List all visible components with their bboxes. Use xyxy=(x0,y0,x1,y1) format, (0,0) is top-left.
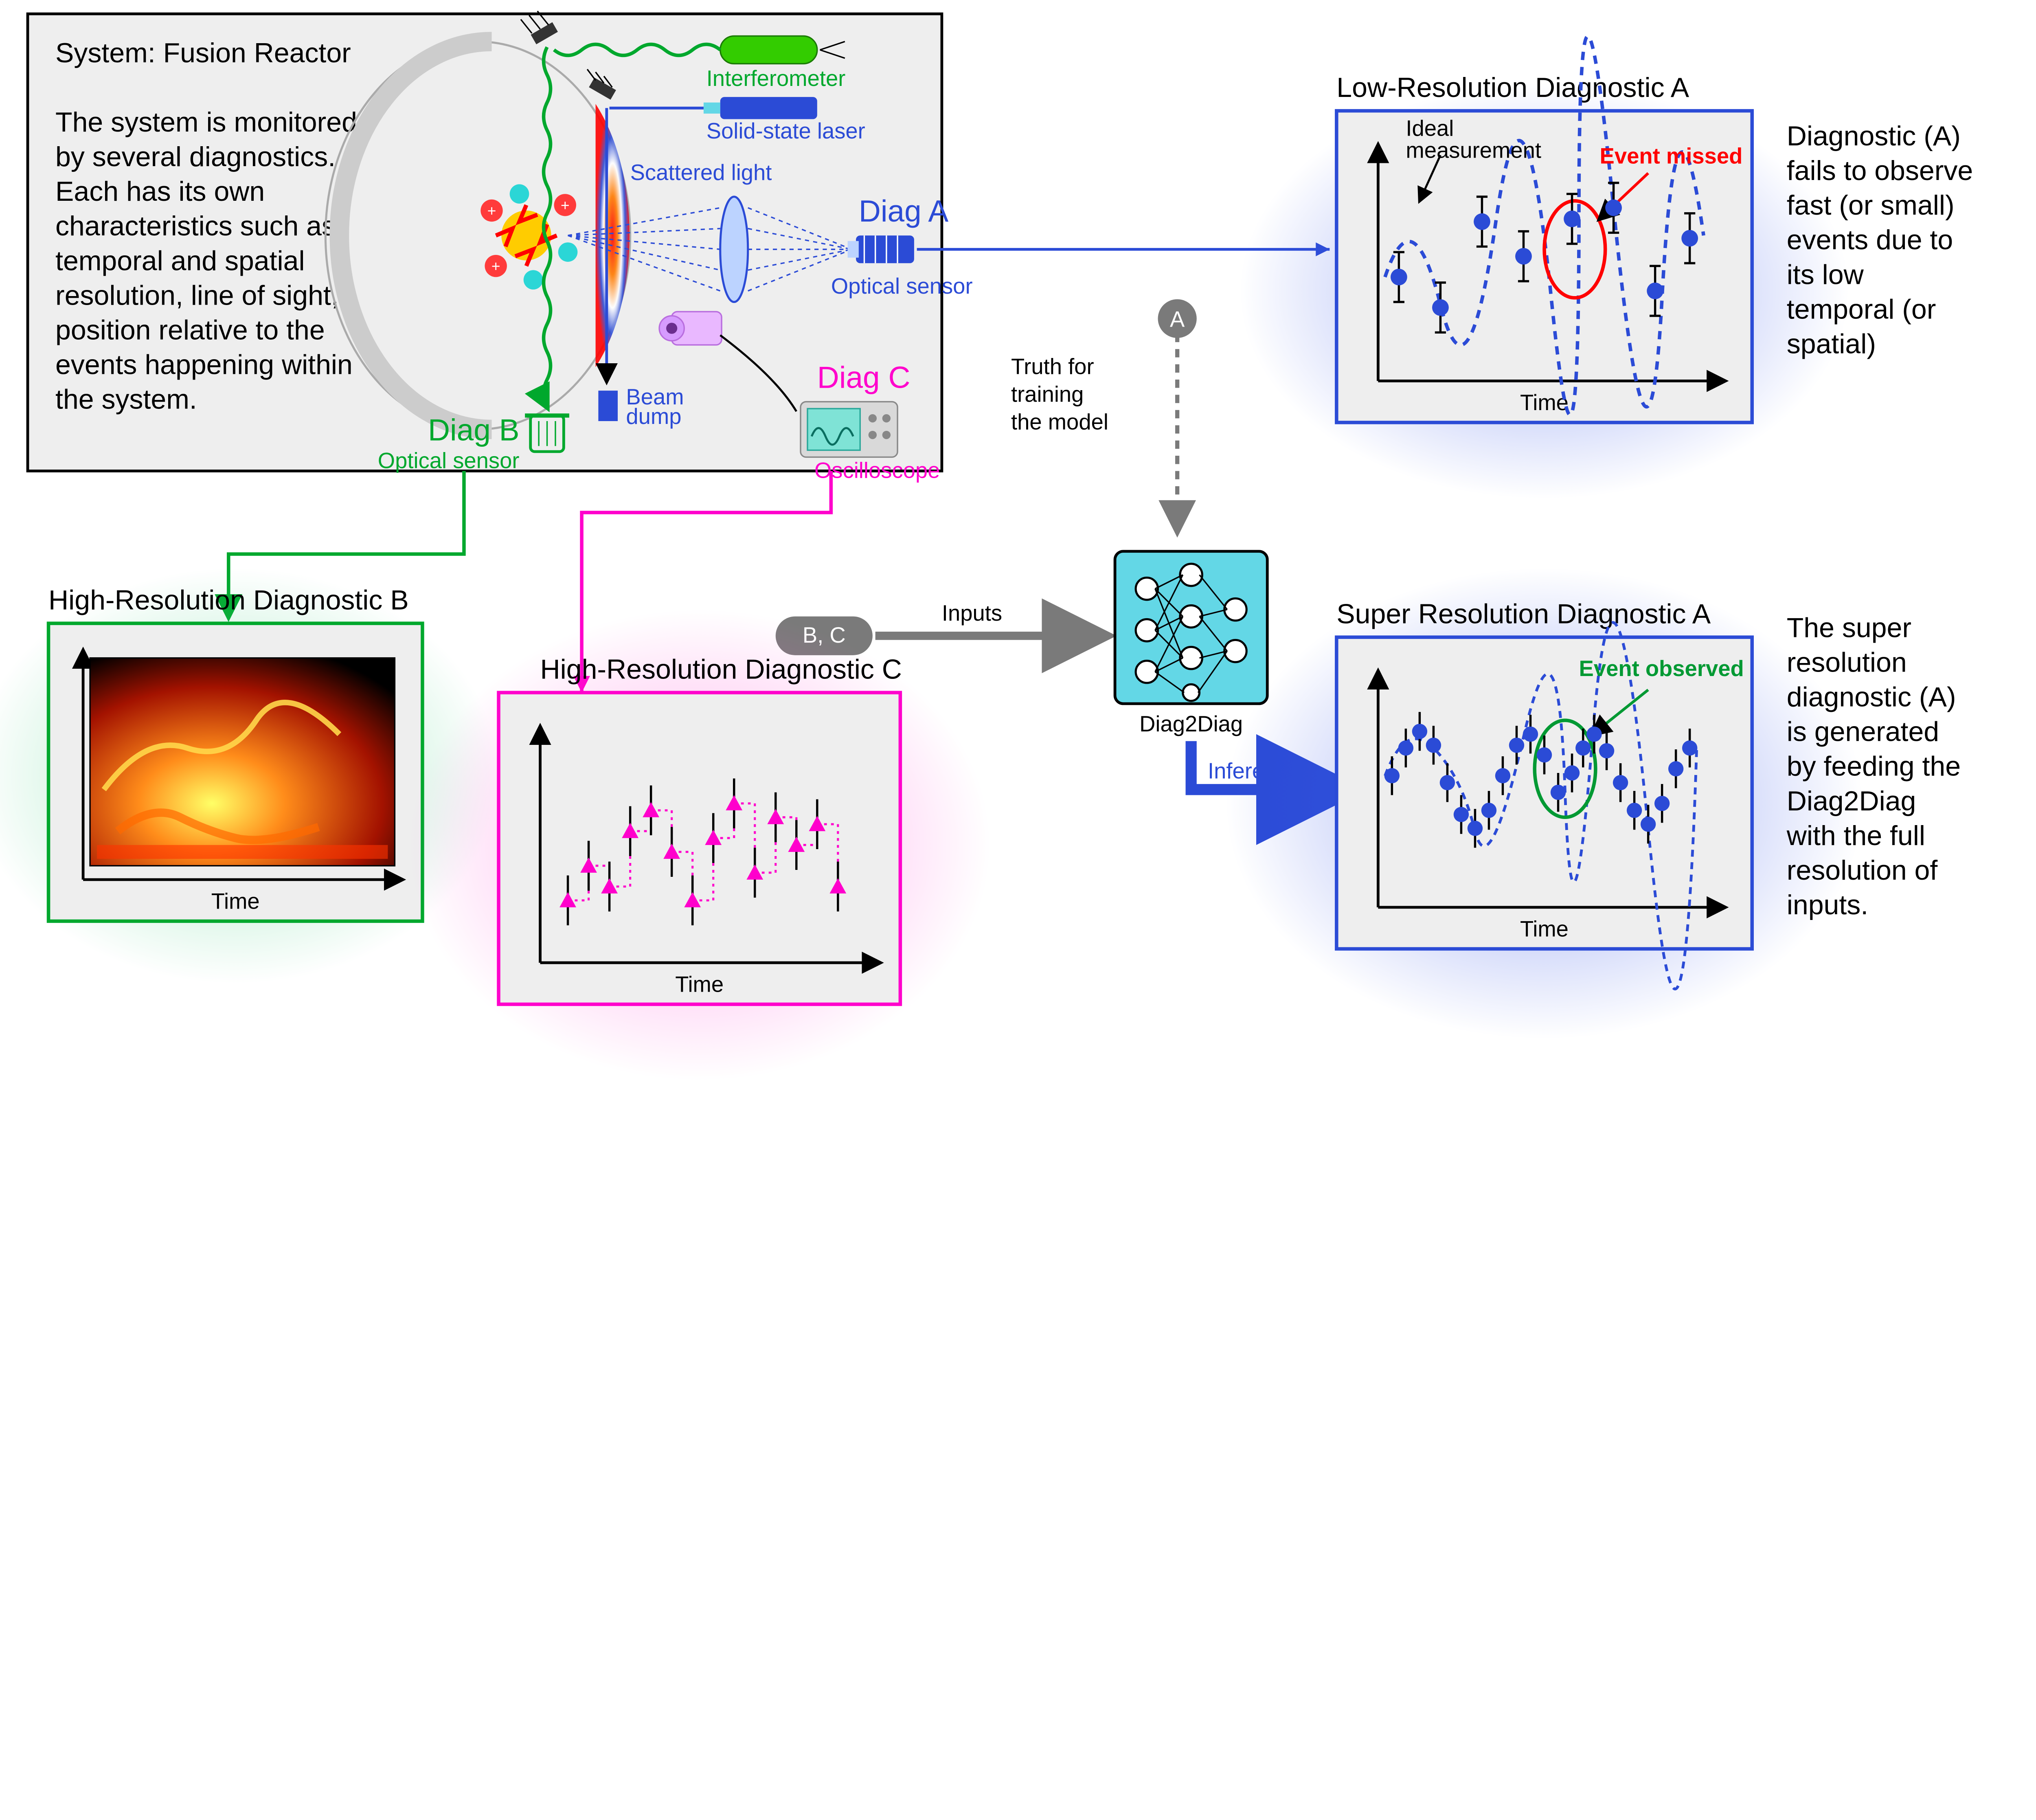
svg-text:characteristics such as: characteristics such as xyxy=(55,211,336,241)
svg-text:the model: the model xyxy=(1011,409,1108,434)
svg-text:Optical sensor: Optical sensor xyxy=(378,448,520,473)
svg-text:resolution of: resolution of xyxy=(1787,855,1938,886)
svg-text:Event observed: Event observed xyxy=(1579,656,1744,681)
svg-text:High-Resolution Diagnostic B: High-Resolution Diagnostic B xyxy=(48,585,409,616)
svg-text:resolution: resolution xyxy=(1787,647,1907,678)
svg-text:by feeding the: by feeding the xyxy=(1787,751,1961,782)
diag-c-chart: High-Resolution Diagnostic C Time xyxy=(408,610,990,1080)
svg-text:spatial): spatial) xyxy=(1787,328,1876,359)
diag2diag-network: Diag2Diag xyxy=(1115,551,1267,736)
svg-text:Time: Time xyxy=(675,972,724,997)
svg-text:by several diagnostics.: by several diagnostics. xyxy=(55,141,336,172)
svg-text:Time: Time xyxy=(1520,390,1569,415)
svg-text:Diag B: Diag B xyxy=(428,413,520,447)
svg-text:Interferometer: Interferometer xyxy=(706,66,846,91)
svg-text:with the full: with the full xyxy=(1786,820,1925,851)
system-title: System: Fusion Reactor xyxy=(55,37,351,68)
svg-text:Truth for: Truth for xyxy=(1011,354,1094,379)
svg-text:its low: its low xyxy=(1787,259,1864,290)
svg-text:temporal and spatial: temporal and spatial xyxy=(55,245,305,276)
svg-text:events happening within: events happening within xyxy=(55,349,353,380)
svg-text:fast (or small): fast (or small) xyxy=(1787,190,1955,221)
svg-text:Diag A: Diag A xyxy=(859,194,949,228)
optical-sensor-a-icon xyxy=(848,235,914,263)
svg-text:dump: dump xyxy=(626,404,681,429)
diag-a-desc: Diagnostic (A) fails to observe fast (or… xyxy=(1787,121,1973,359)
svg-text:events due to: events due to xyxy=(1787,224,1953,255)
diag-super-desc: The super resolution diagnostic (A) is g… xyxy=(1786,613,1961,920)
svg-text:Ideal: Ideal xyxy=(1406,116,1454,141)
svg-text:Inputs: Inputs xyxy=(942,601,1002,626)
svg-text:inputs.: inputs. xyxy=(1787,889,1868,920)
svg-text:High-Resolution Diagnostic C: High-Resolution Diagnostic C xyxy=(540,654,902,685)
svg-text:is generated: is generated xyxy=(1787,716,1939,747)
svg-text:+: + xyxy=(491,258,500,275)
svg-text:Optical sensor: Optical sensor xyxy=(831,274,973,299)
svg-text:Scattered light: Scattered light xyxy=(630,160,772,185)
svg-text:Oscilloscope: Oscilloscope xyxy=(814,458,940,483)
diagram-root: System: Fusion Reactor The system is mon… xyxy=(0,0,2036,1150)
svg-text:resolution, line of sight,: resolution, line of sight, xyxy=(55,280,339,311)
svg-text:Diag2Diag: Diag2Diag xyxy=(1787,786,1916,817)
svg-text:The system is monitored: The system is monitored xyxy=(55,107,357,138)
svg-text:Diag C: Diag C xyxy=(817,360,910,394)
svg-text:Each has its own: Each has its own xyxy=(55,176,265,207)
svg-text:The super: The super xyxy=(1787,613,1911,643)
svg-text:measurement: measurement xyxy=(1406,138,1541,163)
svg-text:+: + xyxy=(487,202,496,220)
svg-text:Solid-state laser: Solid-state laser xyxy=(706,119,865,143)
svg-text:Super Resolution Diagnostic A: Super Resolution Diagnostic A xyxy=(1336,599,1711,630)
svg-text:Low-Resolution Diagnostic A: Low-Resolution Diagnostic A xyxy=(1336,72,1689,103)
svg-text:fails to observe: fails to observe xyxy=(1787,155,1973,186)
diag-a-super-chart: Super Resolution Diagnostic A Time Event… xyxy=(1226,568,1863,1039)
svg-text:Event missed: Event missed xyxy=(1600,143,1743,168)
diag-a-lowres-chart: Low-Resolution Diagnostic A Time Ideal m… xyxy=(1240,36,1849,498)
svg-text:A: A xyxy=(1170,307,1185,332)
svg-text:+: + xyxy=(561,197,570,214)
svg-text:the system.: the system. xyxy=(55,384,197,415)
svg-text:temporal (or: temporal (or xyxy=(1787,294,1936,325)
svg-text:Time: Time xyxy=(1520,916,1569,941)
svg-text:diagnostic (A): diagnostic (A) xyxy=(1787,682,1956,713)
svg-text:Diagnostic (A): Diagnostic (A) xyxy=(1787,121,1961,151)
system-box: System: Fusion Reactor The system is mon… xyxy=(28,11,973,483)
svg-text:Diag2Diag: Diag2Diag xyxy=(1139,711,1243,736)
svg-text:training: training xyxy=(1011,382,1084,406)
svg-text:Time: Time xyxy=(211,889,260,913)
svg-text:position relative to the: position relative to the xyxy=(55,314,325,345)
